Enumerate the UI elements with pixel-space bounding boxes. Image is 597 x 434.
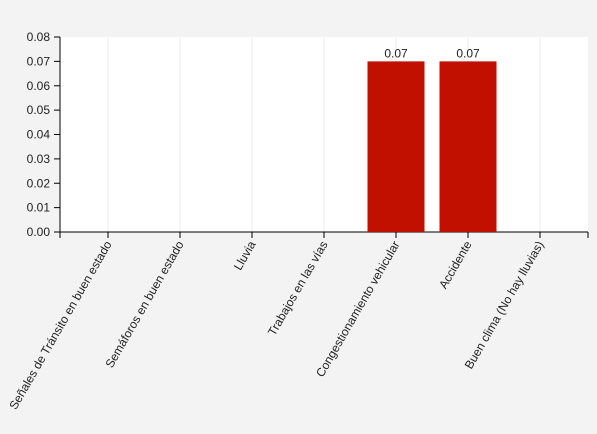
y-tick-label: 0.04 — [27, 128, 51, 142]
y-tick-label: 0.08 — [27, 30, 51, 44]
x-tick-label: Accidente — [436, 238, 475, 291]
y-tick-label: 0.07 — [27, 54, 51, 68]
y-tick-label: 0.02 — [27, 176, 51, 190]
x-tick-label: Buen clima (No hay lluvias) — [462, 238, 547, 371]
y-tick-label: 0.03 — [27, 152, 51, 166]
x-tick-label: Semáforos en buen estado — [102, 238, 186, 370]
bar — [367, 61, 425, 232]
data-label: 0.07 — [384, 46, 408, 60]
data-label: 0.07 — [456, 46, 480, 60]
y-tick-label: 0.00 — [27, 225, 51, 239]
y-tick-label: 0.01 — [27, 201, 51, 215]
x-tick-label: Congestionamiento vehicular — [313, 239, 403, 380]
y-tick-label: 0.06 — [27, 79, 51, 93]
x-tick-label: Lluvia — [231, 238, 259, 272]
x-tick-label: Trabajos en las vías — [265, 239, 331, 339]
y-tick-label: 0.05 — [27, 103, 51, 117]
bar — [439, 61, 497, 232]
x-tick-label: Señales de Tránsito en buen estado — [6, 238, 114, 412]
